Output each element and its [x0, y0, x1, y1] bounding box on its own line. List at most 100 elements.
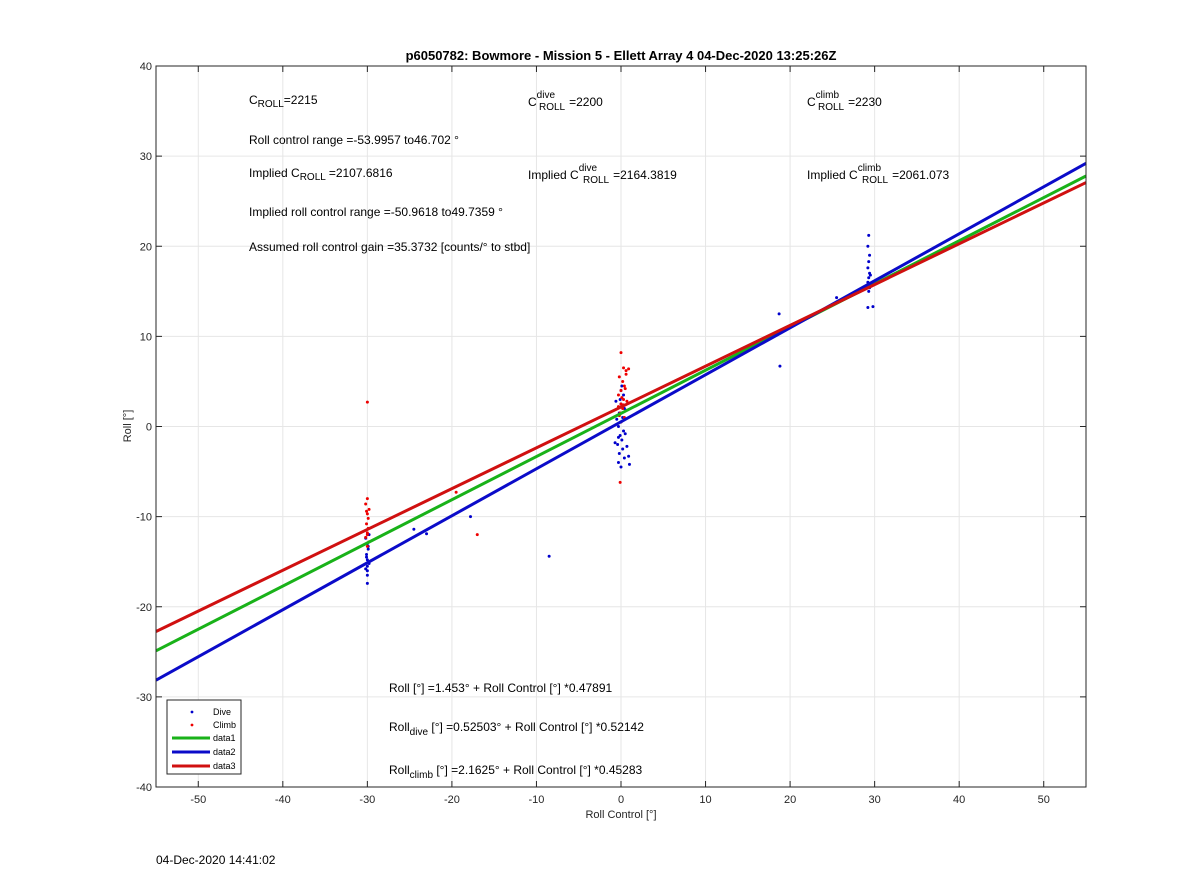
x-tick-label: 20 [784, 794, 796, 806]
dive-point [619, 465, 623, 469]
data1-fit-line [155, 174, 1087, 653]
data2-fit-line [155, 161, 1087, 682]
dive-point [412, 527, 416, 531]
climb-point [623, 387, 627, 391]
climb-point [619, 402, 623, 406]
dive-point [866, 306, 870, 310]
y-tick-label: -10 [136, 512, 152, 524]
dive-point [366, 547, 370, 551]
dive-point [616, 461, 620, 465]
dive-point [365, 581, 369, 585]
c-roll-dive-annotation: Cdive ROLL =2200 [528, 90, 603, 113]
dive-point [547, 554, 551, 558]
climb-point [365, 512, 369, 516]
dive-point [622, 429, 626, 433]
x-tick-label: -20 [444, 794, 460, 806]
dive-point [614, 399, 618, 403]
dive-point [867, 276, 871, 280]
climb-point [617, 375, 621, 379]
climb-point [367, 507, 371, 511]
chart-title: p6050782: Bowmore - Mission 5 - Ellett A… [406, 48, 837, 63]
climb-point [475, 533, 479, 537]
climb-point [627, 367, 631, 371]
legend-climb-label: Climb [213, 720, 236, 730]
axis-ticks: -50 -40 -30 -20 -10 0 10 20 30 40 50 -40 -30 -20 -10 0 1… [136, 61, 1086, 806]
climb-point [624, 369, 628, 373]
legend-data1-label: data1 [213, 733, 236, 743]
climb-point [364, 502, 368, 506]
dive-point [621, 447, 625, 451]
c-roll-annotation: CROLL=2215 [249, 93, 318, 110]
data3-fit-line [155, 181, 1087, 633]
print-timestamp: 04-Dec-2020 14:41:02 [156, 853, 276, 867]
climb-point [622, 384, 626, 388]
dive-point [620, 438, 624, 442]
dive-point [866, 244, 870, 248]
climb-point [619, 351, 623, 355]
climb-point [454, 490, 458, 494]
dive-point [616, 443, 620, 447]
climb-point [616, 393, 620, 397]
climb-point [624, 372, 628, 376]
x-tick-label: 30 [869, 794, 881, 806]
dive-point [365, 569, 369, 573]
dive-point [868, 273, 872, 277]
climb-point [622, 366, 626, 370]
y-tick-label: 0 [146, 422, 152, 434]
climb-point [365, 522, 369, 526]
dive-point [365, 552, 369, 556]
y-tick-label: 40 [140, 61, 152, 73]
y-tick-label: 20 [140, 241, 152, 253]
implied-c-roll-dive-annotation: Implied Cdive ROLL =2164.3819 [528, 163, 677, 186]
dive-point [867, 289, 871, 293]
climb-point [365, 497, 369, 501]
x-tick-label: 40 [953, 794, 965, 806]
assumed-gain-annotation: Assumed roll control gain =35.3732 [coun… [249, 240, 530, 254]
c-roll-climb-annotation: Cclimb ROLL =2230 [807, 90, 882, 113]
dive-point [613, 441, 617, 445]
y-tick-label: -30 [136, 692, 152, 704]
x-axis-label: Roll Control [°] [585, 809, 656, 821]
climb-point [364, 535, 368, 539]
dive-point [615, 417, 619, 421]
dive-point [777, 312, 781, 316]
climb-point [621, 379, 625, 383]
dive-point [622, 456, 626, 460]
dive-point [365, 564, 369, 568]
fit-climb-equation: Rollclimb [°] =2.1625° + Roll Control [°… [389, 763, 643, 781]
fit-all-equation: Roll [°] =1.453° + Roll Control [°] *0.4… [389, 681, 613, 695]
dive-point [365, 555, 369, 559]
legend: Dive Climb data1 data2 data3 [166, 699, 242, 775]
climb-point [365, 509, 369, 513]
dive-point [868, 253, 872, 257]
x-tick-label: 0 [618, 794, 624, 806]
implied-range-annotation: Implied roll control range =-50.9618 to4… [249, 205, 503, 219]
legend-dive-marker [190, 710, 194, 714]
dive-point [625, 444, 629, 448]
y-axis-label: Roll [°] [122, 410, 134, 443]
dive-point [835, 296, 839, 300]
climb-point [366, 516, 370, 520]
dive-point [867, 260, 871, 264]
dive-point [617, 452, 621, 456]
dive-point [627, 454, 631, 458]
x-tick-label: -40 [275, 794, 291, 806]
dive-point [623, 432, 627, 436]
x-tick-label: -30 [359, 794, 375, 806]
plot-marks [155, 161, 1087, 682]
legend-climb-marker [190, 723, 194, 727]
legend-dive-label: Dive [213, 707, 231, 717]
dive-point [778, 364, 782, 368]
dive-point [867, 233, 871, 237]
dive-point [622, 393, 626, 397]
climb-point [620, 396, 624, 400]
fit-dive-equation: Rolldive [°] =0.52503° + Roll Control [°… [389, 720, 644, 738]
dive-point [620, 384, 624, 388]
climb-point [625, 399, 629, 403]
climb-point [365, 544, 369, 548]
climb-point [365, 533, 369, 537]
dive-point [425, 532, 429, 536]
dive-point [616, 435, 620, 439]
y-tick-label: -20 [136, 602, 152, 614]
x-tick-label: -50 [190, 794, 206, 806]
